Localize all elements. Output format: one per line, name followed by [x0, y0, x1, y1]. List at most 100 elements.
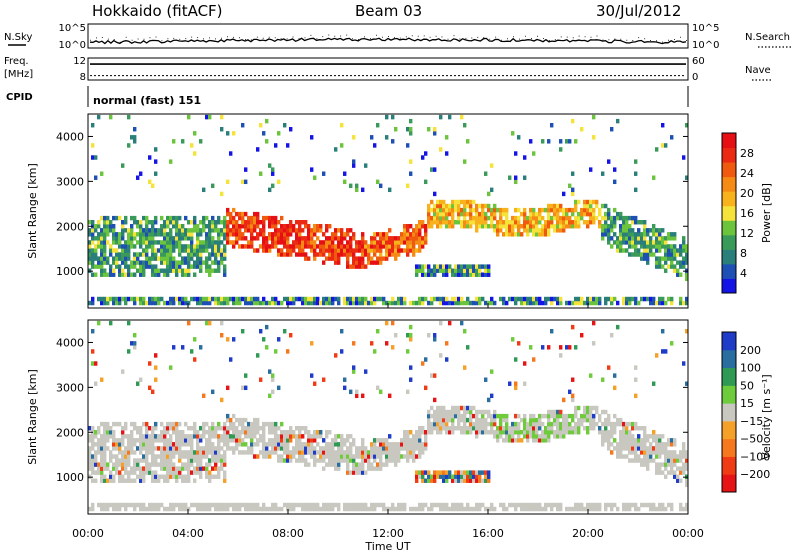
power-cell	[157, 296, 161, 302]
velocity-cell	[685, 466, 689, 471]
power-cell	[415, 248, 419, 253]
power-cell	[118, 232, 122, 237]
velocity-cell	[91, 458, 95, 463]
velocity-cell	[307, 502, 311, 508]
velocity-cell	[373, 349, 377, 354]
velocity-cell	[601, 430, 605, 435]
power-cell	[460, 296, 464, 302]
power-cell	[220, 127, 224, 132]
power-cell	[403, 296, 407, 302]
velocity-cell	[424, 385, 428, 391]
velocity-cell	[187, 474, 191, 479]
power-cell	[103, 296, 107, 302]
power-cell	[655, 240, 659, 245]
power-cell	[412, 252, 416, 257]
velocity-cell	[214, 454, 218, 459]
velocity-cell	[592, 506, 596, 512]
power-cell	[526, 228, 530, 233]
power-cell	[217, 236, 221, 241]
velocity-cell	[154, 438, 158, 443]
velocity-cell	[523, 417, 527, 423]
power-cell	[499, 228, 503, 233]
velocity-cell	[598, 502, 602, 508]
power-cell	[415, 264, 419, 269]
velocity-cell	[223, 478, 227, 483]
power-cell	[565, 220, 569, 225]
power-cell	[109, 244, 113, 249]
power-cell	[556, 224, 560, 229]
power-cell	[178, 224, 182, 229]
power-cell	[130, 244, 134, 249]
velocity-cell	[619, 442, 623, 447]
power-cell	[373, 248, 377, 253]
power-cell	[562, 191, 566, 197]
velocity-cell	[130, 470, 134, 475]
power-cell	[316, 296, 320, 302]
power-cell	[466, 268, 470, 273]
power-cell	[367, 256, 371, 261]
power-cell	[550, 224, 554, 229]
power-cell	[259, 300, 263, 306]
velocity-cell	[157, 438, 161, 443]
power-cell	[658, 248, 662, 253]
power-cell	[184, 236, 188, 241]
power-cell	[355, 248, 359, 253]
velocity-cell	[607, 438, 611, 443]
power-cell	[241, 244, 245, 249]
velocity-cell	[451, 478, 455, 483]
power-cell	[628, 215, 632, 221]
power-cell	[382, 300, 386, 306]
velocity-cell	[172, 470, 176, 475]
power-cell	[289, 252, 293, 257]
velocity-cell	[406, 458, 410, 463]
velocity-cell	[601, 438, 605, 443]
velocity-cell	[349, 450, 353, 455]
velocity-cell	[670, 466, 674, 471]
power-cell	[112, 240, 116, 245]
velocity-cell	[211, 502, 215, 508]
velocity-cell	[388, 458, 392, 463]
velocity-cell	[487, 413, 491, 419]
power-cell	[133, 300, 137, 306]
velocity-cell	[682, 361, 686, 366]
power-cell	[121, 236, 125, 241]
velocity-cell	[223, 458, 227, 463]
velocity-cell	[175, 446, 179, 451]
power-cell	[400, 248, 404, 253]
power-cell	[172, 236, 176, 241]
power-cell	[472, 272, 476, 277]
velocity-cell	[535, 438, 539, 443]
velocity-cell	[211, 446, 215, 451]
power-cell	[280, 228, 284, 233]
power-cell	[139, 300, 143, 306]
power-cell	[118, 215, 122, 221]
velocity-cell	[634, 377, 638, 382]
velocity-cell	[556, 430, 560, 435]
velocity-cell	[151, 438, 155, 443]
power-cell	[661, 296, 665, 302]
velocity-cell	[322, 506, 326, 512]
velocity-cell	[298, 450, 302, 455]
power-cell	[211, 244, 215, 249]
velocity-cell	[328, 446, 332, 451]
power-cell	[574, 220, 578, 225]
velocity-cell	[103, 438, 107, 443]
velocity-cell	[403, 454, 407, 459]
velocity-cell	[304, 502, 308, 508]
power-cell	[190, 248, 194, 253]
power-cell	[640, 240, 644, 245]
velocity-cell	[487, 478, 491, 483]
power-cell	[94, 264, 98, 269]
power-cell	[421, 296, 425, 302]
power-cell	[262, 300, 266, 306]
power-cell	[355, 256, 359, 261]
velocity-cell	[268, 506, 272, 512]
power-cell	[625, 300, 629, 306]
power-cell	[469, 207, 473, 213]
power-cell	[655, 236, 659, 241]
power-cell	[361, 260, 365, 265]
power-cell	[424, 236, 428, 241]
velocity-cell	[559, 421, 563, 427]
power-cell	[202, 248, 206, 253]
